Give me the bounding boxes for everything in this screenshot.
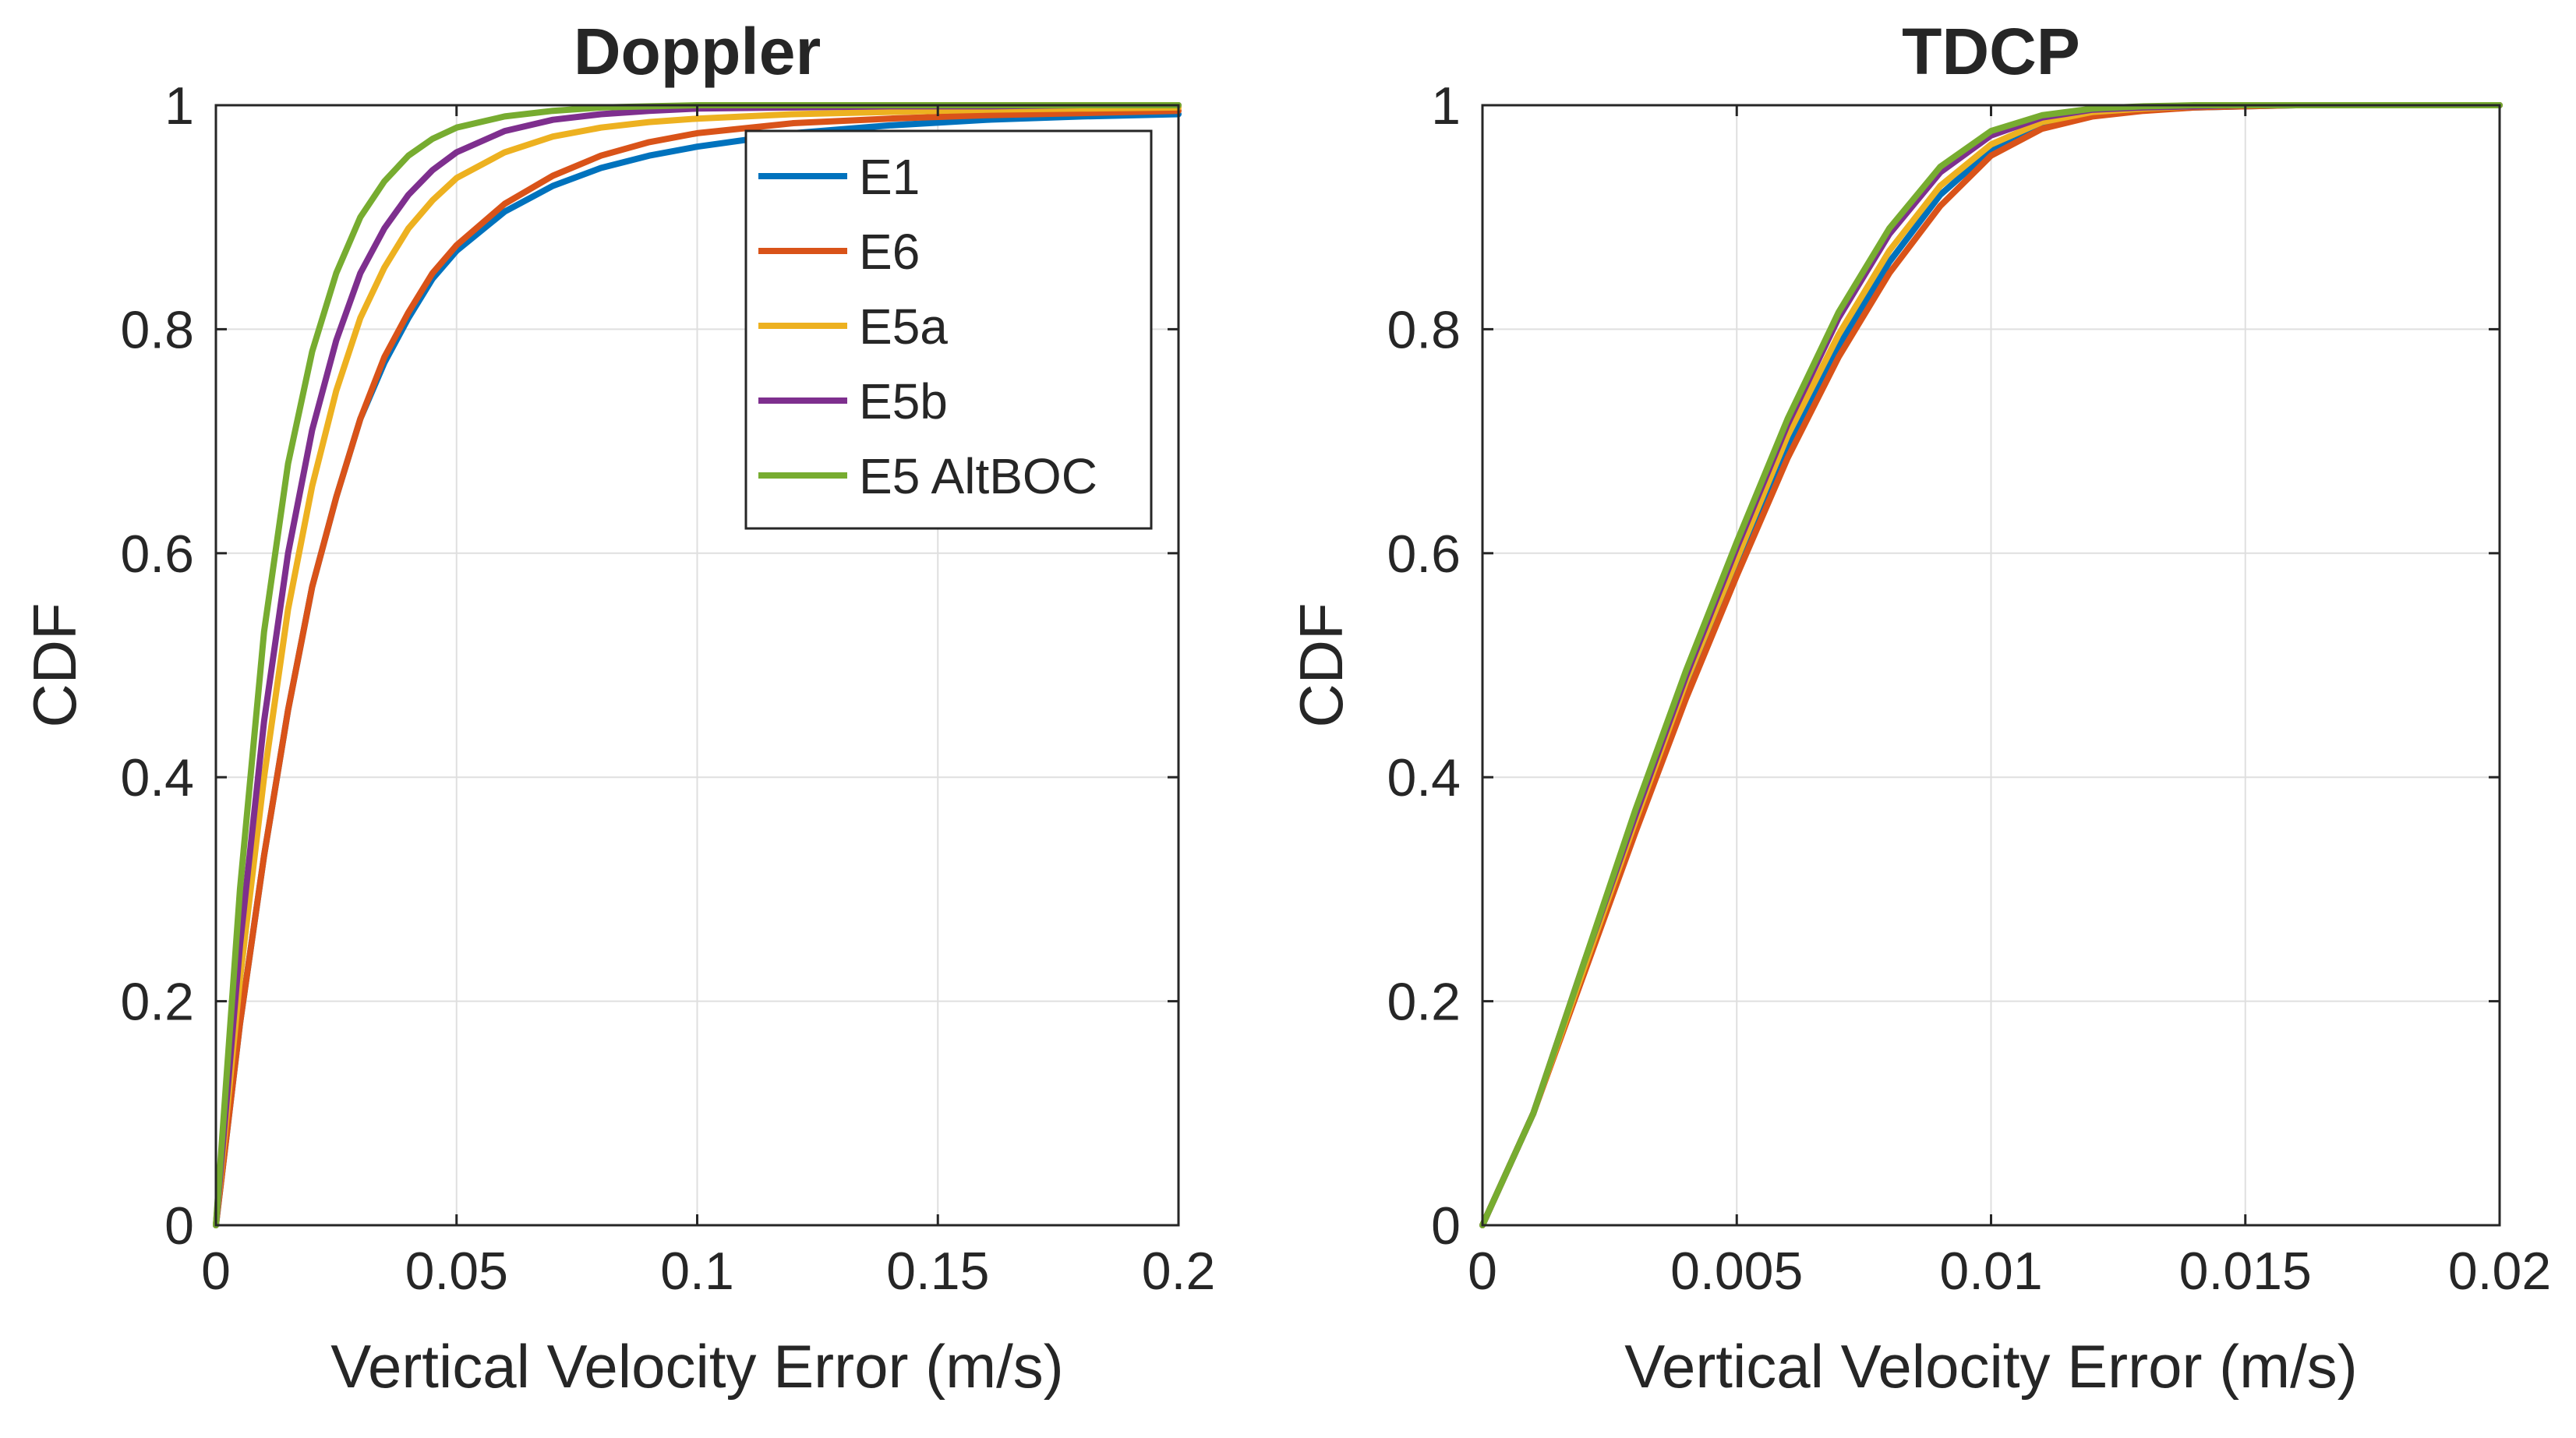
y-axis-label: CDF xyxy=(20,602,89,727)
x-tick-label: 0.1 xyxy=(660,1242,734,1301)
y-tick-label: 0 xyxy=(1431,1196,1461,1256)
y-tick-label: 0.4 xyxy=(120,748,194,807)
chart-doppler: 0 0.05 0.1 0.15 0.2 0 0.2 0.4 0.6 0.8 1 Doppler Vert… xyxy=(20,15,1215,1401)
y-tick-label: 0.4 xyxy=(1387,748,1461,807)
y-tick-label: 0.6 xyxy=(120,525,194,584)
x-tick-label: 0.02 xyxy=(2448,1242,2551,1301)
chart-tdcp: 0 0.005 0.01 0.015 0.02 0 0.2 0.4 0.6 0.8 1 TDCP Ver… xyxy=(1287,15,2551,1401)
y-tick-label: 0.8 xyxy=(1387,300,1461,359)
series-line-e6 xyxy=(213,108,1182,1228)
x-tick-label: 0 xyxy=(1468,1242,1497,1301)
x-tick-label: 0.015 xyxy=(2179,1242,2312,1301)
x-tick-label: 0.2 xyxy=(1142,1242,1216,1301)
x-tick-label: 0.005 xyxy=(1670,1242,1803,1301)
y-axis-label: CDF xyxy=(1287,602,1355,727)
legend-box xyxy=(744,129,1153,530)
x-tick-label: 0.15 xyxy=(886,1242,989,1301)
y-tick-label: 0.6 xyxy=(1387,525,1461,584)
chart-title: Doppler xyxy=(574,15,821,88)
legend-label-e1: E1 xyxy=(859,149,920,205)
legend-label-e5b: E5b xyxy=(859,373,948,429)
y-tick-label: 0.2 xyxy=(1387,973,1461,1032)
y-tick-label: 1 xyxy=(164,76,194,136)
legend-label-e5-altboc: E5 AltBOC xyxy=(859,448,1097,504)
y-tick-label: 0 xyxy=(164,1196,194,1256)
y-tick-label: 0.2 xyxy=(120,973,194,1032)
x-tick-label: 0 xyxy=(201,1242,231,1301)
legend-label-e6: E6 xyxy=(859,224,920,280)
x-tick-label: 0.05 xyxy=(405,1242,508,1301)
y-tick-label: 1 xyxy=(1431,76,1461,136)
x-axis-label: Vertical Velocity Error (m/s) xyxy=(330,1332,1064,1401)
x-tick-label: 0.01 xyxy=(1939,1242,2042,1301)
chart-title: TDCP xyxy=(1902,15,2080,88)
legend: E1 E6 E5a E5b E5 AltBOC xyxy=(744,129,1153,530)
series-line-e5a xyxy=(213,104,1182,1228)
y-tick-label: 0.8 xyxy=(120,300,194,359)
legend-label-e5a: E5a xyxy=(859,299,948,355)
x-axis-label: Vertical Velocity Error (m/s) xyxy=(1624,1332,2358,1401)
